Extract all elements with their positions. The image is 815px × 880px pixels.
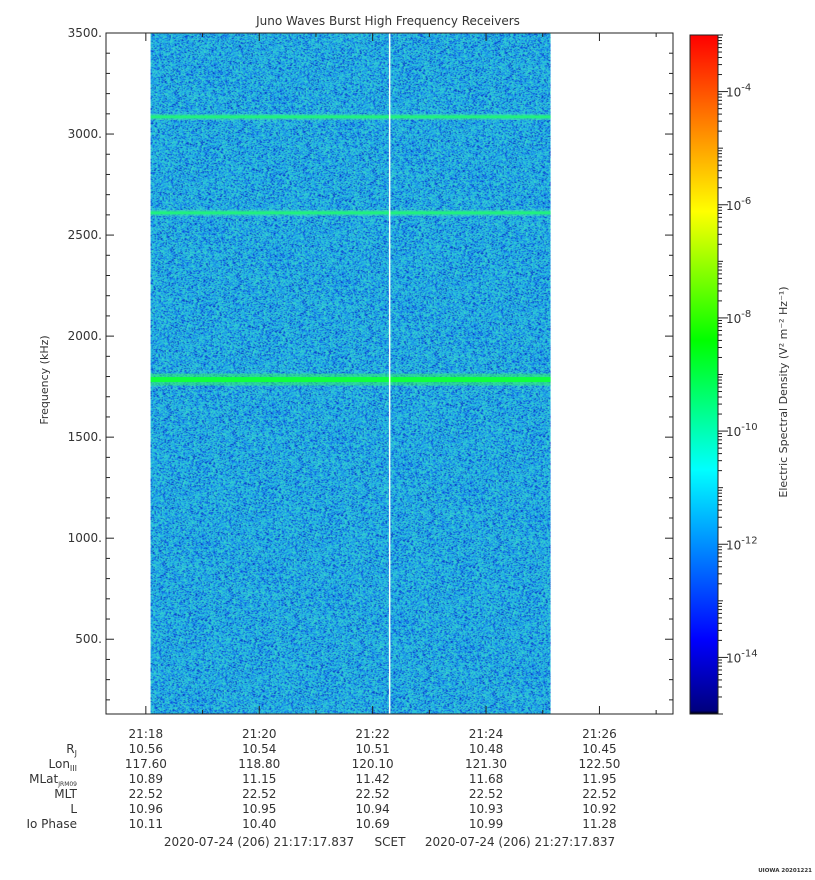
emission-lines [150, 113, 551, 386]
x-tick-label: 21:20 [242, 727, 277, 741]
ephemeris-value: 10.69 [355, 817, 389, 831]
ephemeris-value: 10.40 [242, 817, 276, 831]
ephemeris-value: 22.52 [469, 787, 503, 801]
ephemeris-row-label: L [70, 802, 77, 816]
y-axis-label: Frequency (kHz) [38, 335, 51, 424]
y-tick-label: 3000. [68, 127, 102, 141]
colorbar-tick-label: 10-8 [726, 309, 751, 326]
y-tick-label: 2500. [68, 228, 102, 242]
footer-start-time: 2020-07-24 (206) 21:17:17.837 [164, 835, 354, 849]
emission-line [150, 115, 551, 119]
ephemeris-value: 10.92 [582, 802, 616, 816]
ephemeris-value: 11.68 [469, 772, 503, 786]
plot-frame [105, 32, 674, 715]
ephemeris-value: 10.94 [355, 802, 389, 816]
x-axis: 21:18 21:20 21:22 21:24 21:26 [129, 33, 657, 741]
ephemeris-value: 121.30 [465, 757, 507, 771]
ephemeris-row-label: Io Phase [26, 817, 77, 831]
ephemeris-value: 10.51 [355, 742, 389, 756]
footer-end-time: 2020-07-24 (206) 21:27:17.837 [425, 835, 615, 849]
ephemeris-value: 10.95 [242, 802, 276, 816]
x-tick-label: 21:22 [355, 727, 390, 741]
colorbar: 10-4 10-6 10-8 10-10 10-12 10-14 Electric Spe… [689, 34, 790, 715]
ephemeris-value: 10.96 [129, 802, 163, 816]
ephemeris-value: 22.52 [582, 787, 616, 801]
ephemeris-value: 11.15 [242, 772, 276, 786]
ephemeris-value: 117.60 [125, 757, 167, 771]
watermark: UIOWA 20201221 [758, 868, 812, 874]
ephemeris-row-label: MLT [54, 787, 77, 801]
ephemeris-row-label: LonIII [49, 757, 78, 773]
ephemeris-row-label: MLatJRM09 [29, 772, 77, 788]
ephemeris-value: 11.28 [582, 817, 616, 831]
y-tick-label: 500. [75, 632, 102, 646]
ephemeris-value: 10.93 [469, 802, 503, 816]
ephemeris-value: 22.52 [242, 787, 276, 801]
ephemeris-value: 122.50 [578, 757, 620, 771]
colorbar-gradient [689, 34, 719, 715]
colorbar-tick-label: 10-6 [726, 196, 751, 213]
ephemeris-value: 10.45 [582, 742, 616, 756]
spectrogram-noise [150, 33, 551, 714]
ephemeris-row-label: RJ [66, 742, 77, 758]
footer-scet-label: SCET [375, 835, 407, 849]
y-tick-label: 2000. [68, 329, 102, 343]
y-tick-label: 1500. [68, 430, 102, 444]
ephemeris-value: 11.95 [582, 772, 616, 786]
emission-line [150, 377, 551, 383]
colorbar-tick-label: 10-4 [726, 83, 751, 100]
colorbar-tick-label: 10-10 [726, 422, 758, 439]
spectrogram-image [150, 33, 551, 714]
emission-line [150, 211, 551, 215]
ephemeris-value: 10.11 [129, 817, 163, 831]
y-tick-label: 1000. [68, 531, 102, 545]
ephemeris-value: 10.54 [242, 742, 276, 756]
ephemeris-value: 22.52 [129, 787, 163, 801]
ephemeris-value: 10.89 [129, 772, 163, 786]
x-tick-label: 21:26 [582, 727, 617, 741]
ephemeris-value: 10.99 [469, 817, 503, 831]
y-axis: 3500. 3000. 2500. 2000. 1500. 1000. 500. [68, 26, 673, 701]
colorbar-tick-label: 10-14 [726, 648, 758, 665]
y-tick-label: 3500. [68, 26, 102, 40]
ephemeris-value: 10.48 [469, 742, 503, 756]
colorbar-ticks: 10-4 10-6 10-8 10-10 10-12 10-14 [718, 34, 758, 715]
x-tick-label: 21:24 [469, 727, 504, 741]
ephemeris-value: 11.42 [355, 772, 389, 786]
colorbar-label: Electric Spectral Density (V² m⁻² Hz⁻¹) [777, 286, 790, 497]
ephemeris-value: 10.56 [129, 742, 163, 756]
spectrogram-plot [105, 32, 674, 715]
chart-title: Juno Waves Burst High Frequency Receiver… [255, 14, 520, 28]
ephemeris-value: 118.80 [238, 757, 280, 771]
ephemeris-value: 120.10 [352, 757, 394, 771]
ephemeris-value: 22.52 [355, 787, 389, 801]
x-tick-label: 21:18 [129, 727, 164, 741]
colorbar-tick-label: 10-12 [726, 535, 758, 552]
